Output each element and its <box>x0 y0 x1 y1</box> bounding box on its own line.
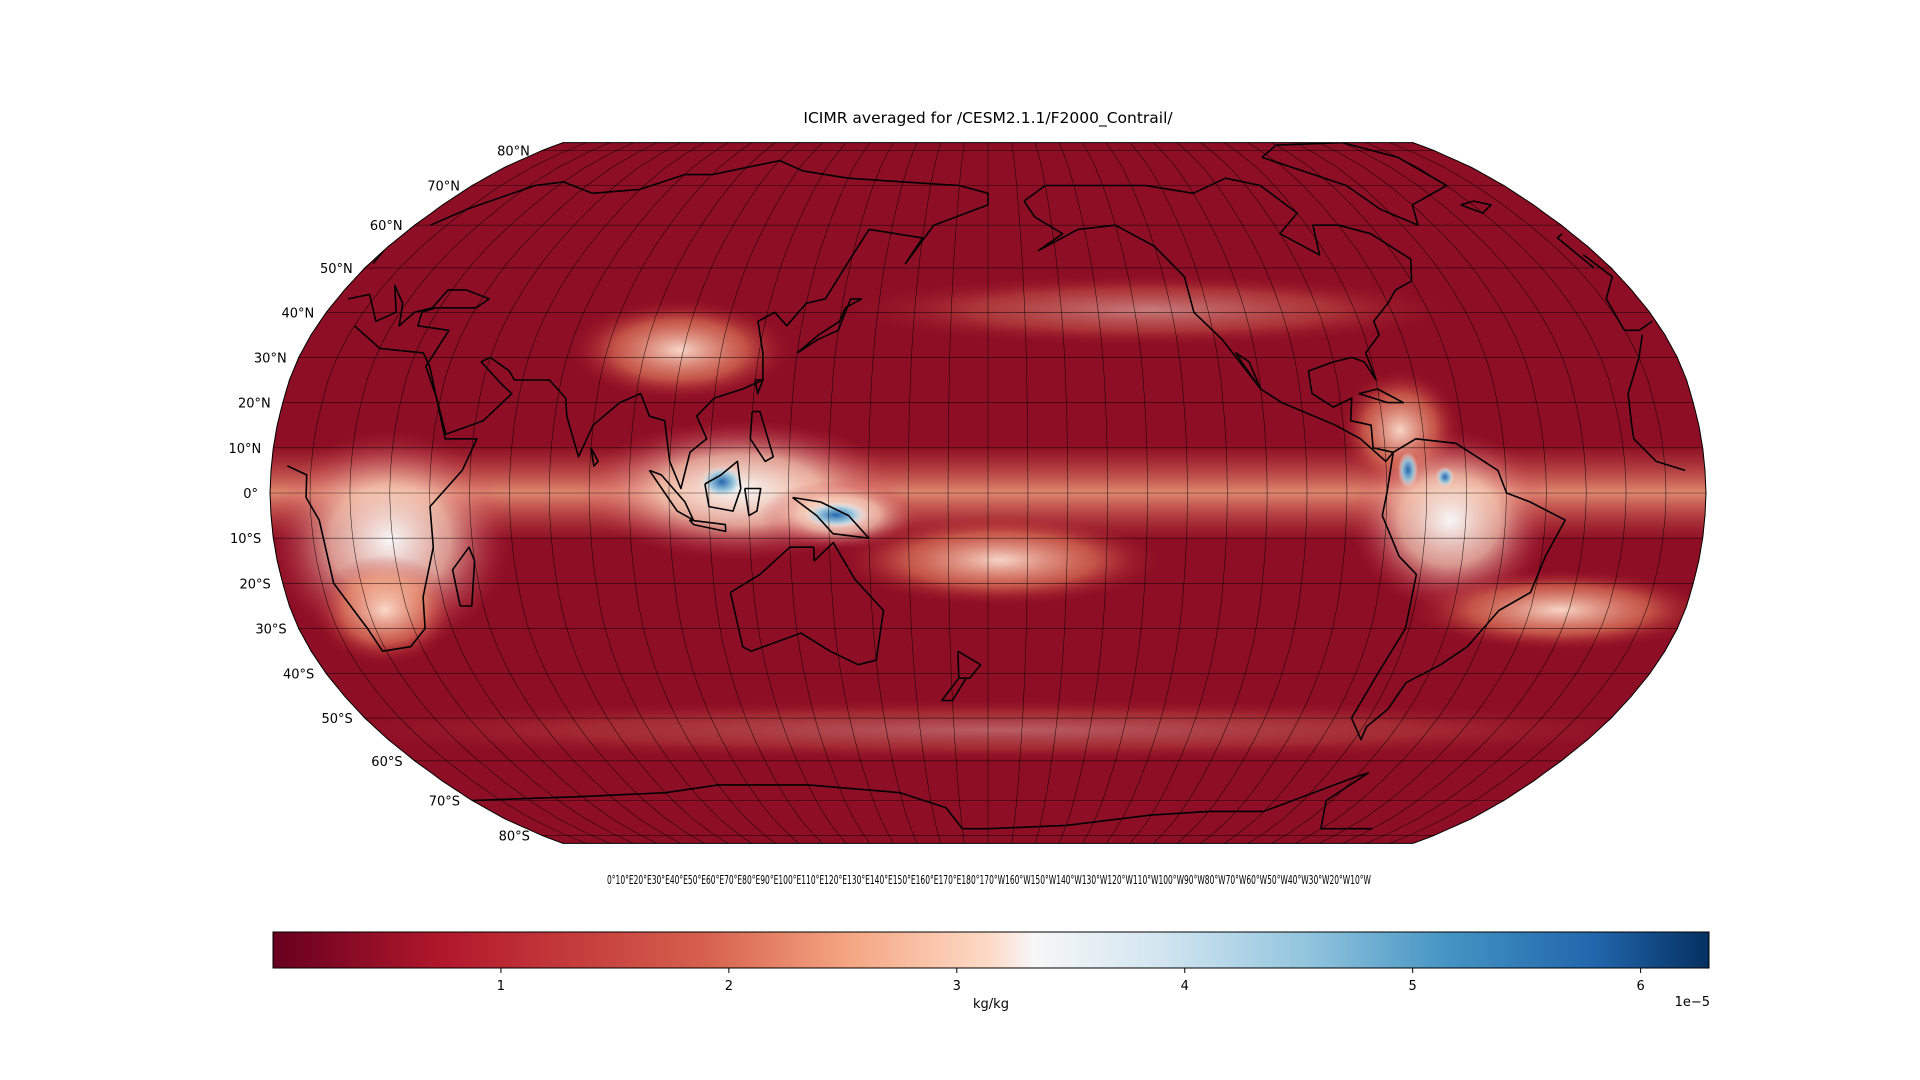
coastline-taiwan <box>754 379 764 395</box>
latitude-label: 60°N <box>370 219 403 234</box>
tibet-maximum <box>570 300 790 400</box>
coastline-sumatra <box>648 469 695 521</box>
coastline-sri-lanka <box>590 447 599 467</box>
coastline-australia <box>729 541 885 666</box>
amazon-blue <box>1436 467 1454 487</box>
borneo-blue <box>700 466 744 498</box>
map-title: ICIMR averaged for /CESM2.1.1/F2000_Cont… <box>803 109 1173 128</box>
colorbar: 1 2 3 4 5 6 kg/kg 1e−5 <box>272 931 1710 1012</box>
colorbar-tick-label: 4 <box>1181 979 1189 994</box>
colorbar-offset: 1e−5 <box>1675 995 1710 1010</box>
latitude-label: 0° <box>243 487 258 502</box>
colorbar-tick-label: 5 <box>1409 979 1417 994</box>
latitude-label: 50°S <box>322 712 353 727</box>
latitude-label: 10°N <box>229 442 262 457</box>
atlantic-storm-track <box>1410 570 1706 650</box>
latitude-label: 30°N <box>254 351 287 366</box>
latitude-label: 50°N <box>320 262 353 277</box>
north-pacific-track <box>850 275 1450 345</box>
coastline-sulawesi <box>743 487 762 517</box>
map-panel: 80°N 70°N 60°N 50°N 40°N 30°N 20°N 10°N 0° 10°S 20… <box>229 142 1707 887</box>
latitude-label: 60°S <box>371 755 402 770</box>
latitude-labels: 80°N 70°N 60°N 50°N 40°N 30°N 20°N 10°N 0° 10°S 20… <box>229 145 530 845</box>
south-africa-maximum <box>315 555 455 665</box>
latitude-label: 10°S <box>230 532 261 547</box>
colorbar-ticks: 1 2 3 4 5 6 <box>497 968 1645 994</box>
graticule <box>270 142 1706 844</box>
coastline-madagascar <box>451 546 476 607</box>
coastline-java <box>688 519 727 533</box>
latitude-label: 80°S <box>499 829 530 844</box>
coastline-north-america <box>1023 177 1413 463</box>
latitude-label: 40°S <box>283 668 314 683</box>
latitude-label: 80°N <box>497 145 530 160</box>
coastline-japan <box>796 298 863 354</box>
colorbar-tick-label: 1 <box>497 979 505 994</box>
colorbar-label: kg/kg <box>973 997 1009 1012</box>
latitude-label: 20°S <box>240 577 271 592</box>
latitude-label: 70°N <box>427 180 460 195</box>
coastline-greenland <box>1261 142 1448 226</box>
colorbar-tick-label: 2 <box>725 979 733 994</box>
latitude-label: 30°S <box>255 623 286 638</box>
colorbar-gradient <box>272 931 1710 969</box>
longitude-labels: 0°10°E20°E30°E40°E50°E60°E70°E80°E90°E10… <box>607 872 1371 887</box>
globe-outline <box>269 142 1707 844</box>
south-track <box>300 700 1700 760</box>
latitude-label: 40°N <box>282 306 315 321</box>
new-guinea-blue <box>804 502 868 528</box>
coastline-africa <box>287 325 1686 652</box>
coastline-nz <box>957 650 982 679</box>
colorbar-tick-label: 3 <box>953 979 961 994</box>
spcz <box>840 515 1160 605</box>
colombia-blue <box>1398 452 1418 488</box>
latitude-label: 70°S <box>429 795 460 810</box>
latitude-label: 20°N <box>238 397 271 412</box>
colorbar-tick-label: 6 <box>1636 979 1644 994</box>
